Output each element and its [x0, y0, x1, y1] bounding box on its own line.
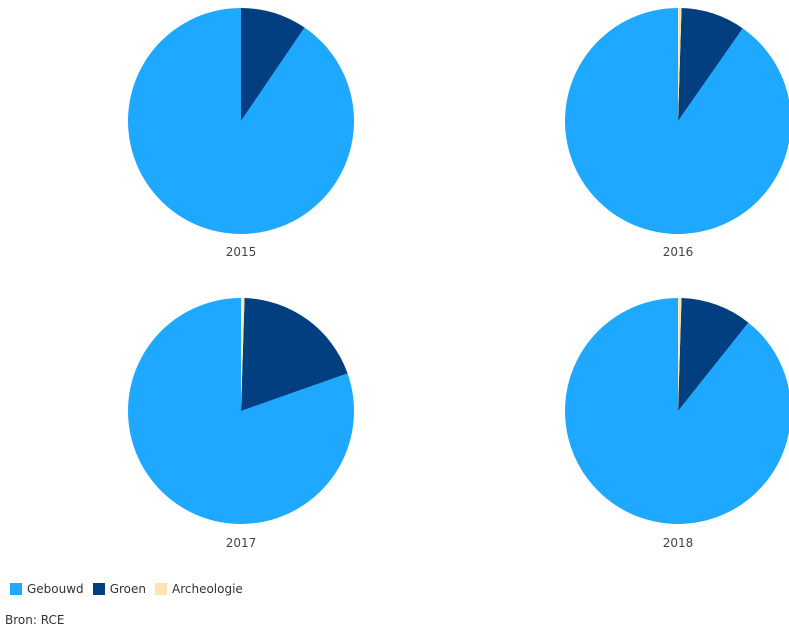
slice-2017-archeologie	[241, 298, 245, 411]
pie-2018: 2018	[565, 298, 789, 550]
slice-2016-gebouwd	[565, 8, 789, 234]
pie-2016: 2016	[565, 8, 789, 259]
source-note: Bron: RCE	[5, 613, 65, 627]
slice-2016-archeologie	[678, 8, 682, 121]
slice-2018-groen	[678, 298, 749, 411]
pie-label-2018: 2018	[663, 536, 694, 550]
legend-label-archeologie: Archeologie	[172, 582, 243, 596]
slice-2015-gebouwd	[127, 8, 354, 234]
slice-2015-groen	[241, 8, 305, 121]
pie-2015: 2015	[127, 8, 354, 259]
slice-2018-gebouwd	[565, 298, 789, 524]
legend-item-gebouwd: Gebouwd	[10, 582, 84, 596]
legend: Gebouwd Groen Archeologie	[10, 582, 252, 596]
pie-label-2016: 2016	[663, 245, 694, 259]
pie-label-2017: 2017	[226, 536, 257, 550]
pie-label-2015: 2015	[226, 245, 257, 259]
legend-swatch-groen	[92, 583, 105, 595]
legend-swatch-gebouwd	[10, 583, 22, 595]
legend-item-groen: Groen	[92, 582, 146, 596]
slice-2018-archeologie	[678, 298, 682, 411]
legend-item-archeologie: Archeologie	[155, 582, 243, 596]
slice-2017-groen	[241, 298, 348, 411]
pie-2017: 2017	[128, 298, 354, 550]
slice-2017-gebouwd	[128, 298, 354, 525]
legend-label-groen: Groen	[109, 582, 146, 596]
legend-swatch-archeologie	[155, 583, 167, 595]
legend-label-gebouwd: Gebouwd	[27, 582, 84, 596]
slice-2016-groen	[678, 8, 743, 122]
